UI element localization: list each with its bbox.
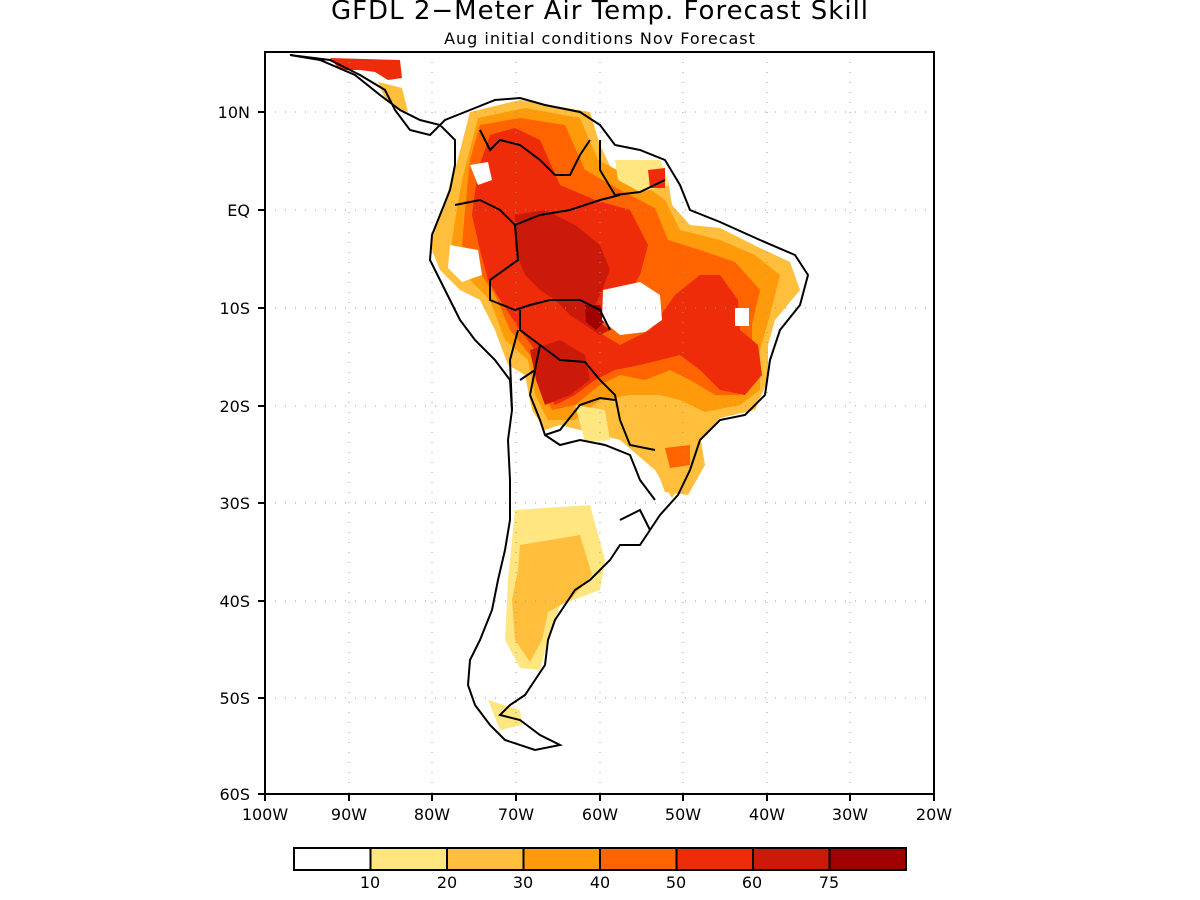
colorbar-swatch — [828, 847, 907, 871]
lon-tick-label: 60W — [582, 805, 618, 824]
colorbar-swatch — [446, 847, 525, 871]
map-subtitle: Aug initial conditions Nov Forecast — [444, 29, 756, 48]
lon-tick-label: 50W — [665, 805, 701, 824]
colorbar — [293, 847, 907, 871]
coastlines — [289, 54, 810, 752]
lon-tick-label: 80W — [414, 805, 450, 824]
lon-tick-label: 40W — [749, 805, 785, 824]
skill-region — [665, 445, 690, 468]
colorbar-label: 50 — [666, 873, 686, 892]
skill-region — [448, 245, 482, 282]
colorbar-swatch — [522, 847, 601, 871]
skill-region — [470, 162, 492, 185]
lat-tick-label: 60S — [219, 785, 250, 804]
skill-region — [530, 340, 590, 405]
skill-region — [735, 308, 749, 326]
colorbar-labels: 10 20 30 40 50 60 75 — [360, 873, 839, 892]
skill-region — [488, 700, 522, 730]
lon-tick-label: 70W — [498, 805, 534, 824]
colorbar-label: 20 — [437, 873, 457, 892]
skill-region — [602, 282, 662, 335]
skill-region — [575, 405, 610, 442]
lat-tick-labels: 10N EQ 10S 20S 30S 40S 50S 60S — [218, 103, 250, 804]
lat-tick-label: 40S — [219, 592, 250, 611]
skill-shading — [330, 58, 800, 730]
colorbar-swatch — [675, 847, 754, 871]
colorbar-label: 10 — [360, 873, 380, 892]
colorbar-label: 75 — [819, 873, 839, 892]
lat-tick-label: EQ — [227, 201, 250, 220]
colorbar-swatch — [369, 847, 448, 871]
colorbar-label: 30 — [513, 873, 533, 892]
colorbar-label: 60 — [742, 873, 762, 892]
skill-region — [330, 58, 402, 80]
lat-tick-label: 10S — [219, 299, 250, 318]
lat-tick-label: 50S — [219, 689, 250, 708]
skill-region — [472, 128, 762, 405]
map-grid — [265, 52, 934, 794]
colorbar-swatch — [752, 847, 831, 871]
lat-tick-label: 10N — [218, 103, 250, 122]
lon-tick-label: 30W — [832, 805, 868, 824]
lon-tick-labels: 100W 90W 80W 70W 60W 50W 40W 30W 20W — [242, 805, 952, 824]
colorbar-swatch — [599, 847, 678, 871]
colorbar-label: 40 — [590, 873, 610, 892]
lon-tick-label: 100W — [242, 805, 289, 824]
lon-ticks — [264, 794, 935, 801]
colorbar-swatch — [293, 847, 372, 871]
lat-tick-label: 20S — [219, 397, 250, 416]
lat-tick-label: 30S — [219, 494, 250, 513]
lon-tick-label: 20W — [916, 805, 952, 824]
map-title: GFDL 2−Meter Air Temp. Forecast Skill — [330, 0, 870, 26]
lon-tick-label: 90W — [331, 805, 367, 824]
lat-ticks — [258, 111, 265, 795]
skill-region — [512, 535, 592, 662]
